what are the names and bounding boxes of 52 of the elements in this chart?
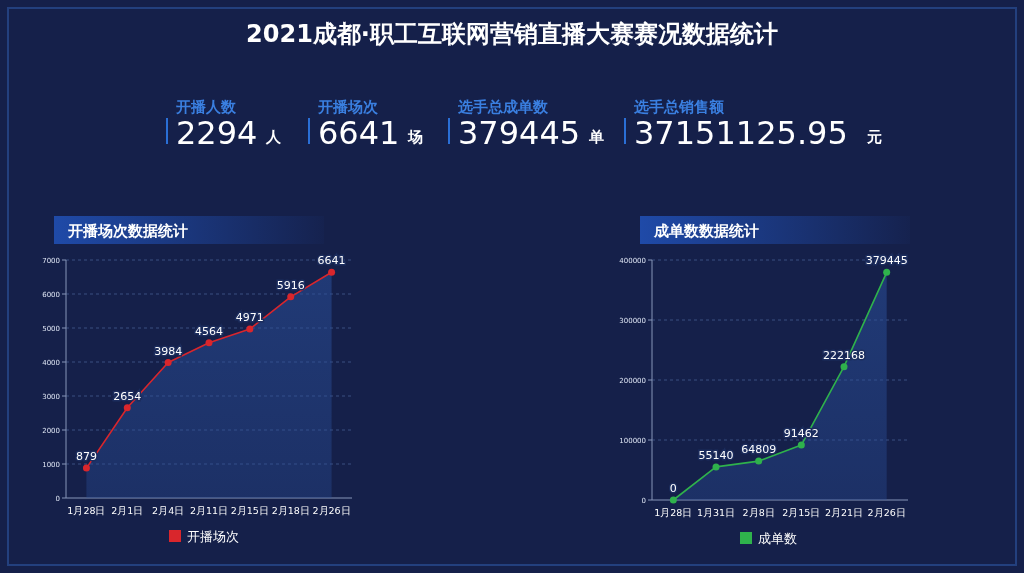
x-tick-label: 2月8日 [742,507,775,518]
point [246,325,254,333]
point [840,363,848,371]
point [164,359,172,367]
x-tick-label: 2月21日 [824,507,864,518]
text: 单 [587,128,604,146]
data-label: 2294 [176,114,258,152]
data-label: 64809 [741,443,777,457]
point [755,457,763,465]
category-label: 选手总成单数 [457,98,549,116]
data-label: 6641 [317,254,346,268]
point [287,293,295,301]
x-tick-label: 2月1日 [111,505,144,516]
point [123,404,131,412]
category-label: 开播场次 [317,98,379,116]
data-label: 5916 [276,278,305,292]
text: 2021成都·职工互联网营销直播大赛赛况数据统计 [246,20,778,48]
data-label: 37151125.95 [634,114,848,152]
point [797,441,805,449]
point [883,268,891,276]
data-label: 379445 [865,254,908,268]
point [205,339,213,347]
chart-title: 开播场次数据统计 [67,222,188,240]
text: 人 [264,128,282,146]
x-tick-label: 2月18日 [271,505,310,516]
x-tick-label: 2月15日 [230,505,269,516]
x-tick-label: 1月28日 [67,505,106,516]
data-label: 0 [669,482,677,495]
data-label: 4564 [195,324,223,338]
data-label: 3984 [154,344,183,358]
text: 场 [406,128,423,146]
point [669,496,677,504]
point [82,464,90,472]
point [328,268,336,276]
data-label: 55140 [698,448,734,462]
x-tick-label: 2月26日 [312,505,351,516]
legend-label: 成单数 [758,531,797,546]
x-tick-label: 2月11日 [189,505,229,516]
text: 元 [866,128,883,146]
data-label: 6641 [318,114,400,152]
point [712,463,720,471]
data-label: 379445 [458,114,581,152]
data-label: 4971 [235,310,264,324]
x-tick-label: 2月26日 [867,507,906,518]
category-label: 开播人数 [175,98,237,116]
legend-label: 开播场次 [187,529,239,544]
chart-title: 成单数数据统计 [653,222,759,240]
category-label: 选手总销售额 [633,98,725,116]
x-tick-label: 2月15日 [782,507,821,518]
x-tick-label: 1月31日 [696,507,736,518]
x-tick-label: 1月28日 [654,507,693,518]
x-tick-label: 2月4日 [152,505,185,516]
